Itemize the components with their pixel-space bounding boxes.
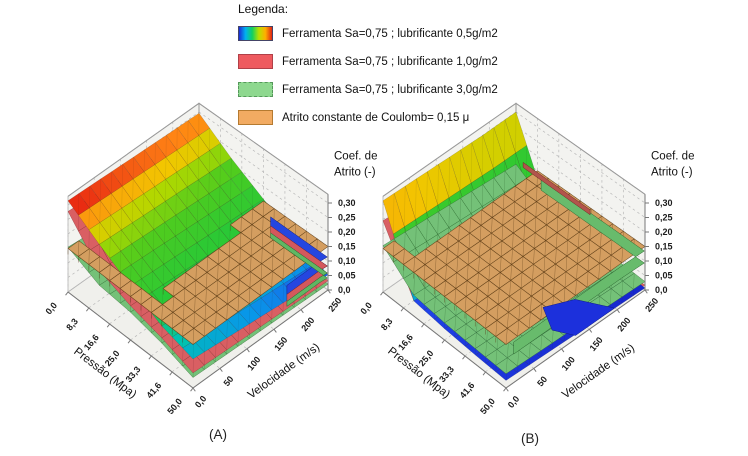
axis-label: 8,3	[379, 316, 395, 332]
axis-label: 0,05	[338, 271, 356, 281]
axis-label: 0,25	[655, 213, 673, 223]
axis-label: 250	[326, 296, 343, 314]
axis-label: Atrito (-)	[334, 166, 376, 178]
axis-label: 50	[221, 374, 235, 388]
axis-label: 0,05	[655, 271, 673, 281]
legend-swatch-rainbow	[238, 26, 273, 41]
axis-label: 0,10	[338, 256, 356, 266]
axis-label: 8,3	[64, 316, 80, 332]
legend-item-label: Ferramenta Sa=0,75 ; lubrificante 0,5g/m…	[282, 27, 498, 40]
plot-a-edge-bands	[270, 216, 328, 307]
axis-label: 0,20	[338, 227, 356, 237]
axis-label: Coef. de	[651, 150, 694, 162]
caption-plot-a: (A)	[209, 427, 227, 442]
axis-label: 50,0	[165, 396, 184, 416]
axis-label: 100	[560, 355, 577, 373]
axis-label: 50,0	[478, 396, 497, 416]
legend: Legenda: Ferramenta Sa=0,75 ; lubrifican…	[238, 2, 498, 138]
legend-item-lubricant-10: Ferramenta Sa=0,75 ; lubrificante 1,0g/m…	[238, 54, 498, 69]
axis-label: 0,0	[193, 394, 209, 410]
axis-label: 250	[643, 296, 660, 314]
axis-label: 0,0	[358, 300, 374, 316]
axis-label: 41,6	[144, 380, 163, 400]
axis-label: 41,6	[458, 380, 477, 400]
axis-label: 0,0	[506, 394, 522, 410]
legend-swatch-green	[238, 82, 273, 97]
axis-label: 200	[615, 315, 632, 333]
axis-label: 150	[272, 335, 289, 353]
axis-label: Velocidade (m/s)	[246, 341, 322, 401]
axis-label: 0,20	[655, 227, 673, 237]
axis-label: 0,25	[338, 213, 356, 223]
legend-swatch-orange	[238, 110, 273, 125]
axis-label: Atrito (-)	[651, 166, 693, 178]
legend-item-label: Ferramenta Sa=0,75 ; lubrificante 1,0g/m…	[282, 55, 498, 68]
axis-label: 100	[245, 354, 262, 372]
legend-item-label: Ferramenta Sa=0,75 ; lubrificante 3,0g/m…	[282, 83, 498, 96]
legend-swatch-red	[238, 54, 273, 69]
axis-label: Velocidade (m/s)	[560, 342, 637, 401]
legend-title: Legenda:	[238, 2, 289, 16]
axis-label: 150	[587, 335, 604, 353]
axis-label: 0,0	[43, 300, 59, 316]
legend-item-lubricant-30: Ferramenta Sa=0,75 ; lubrificante 3,0g/m…	[238, 82, 498, 97]
axis-label: 0,30	[338, 198, 356, 208]
axis-label: 0,0	[655, 285, 668, 295]
legend-item-lubricant-05: Ferramenta Sa=0,75 ; lubrificante 0,5g/m…	[238, 26, 498, 41]
legend-item-label: Atrito constante de Coulomb= 0,15 μ	[282, 111, 470, 124]
caption-plot-b: (B)	[521, 431, 539, 446]
axis-label: Coef. de	[334, 150, 377, 162]
plot-b-edge-bands	[513, 161, 645, 355]
axis-label: 0,0	[338, 285, 351, 295]
axis-label: 200	[299, 315, 316, 333]
axis-label: 0,15	[338, 242, 356, 252]
axis-label: 0,10	[655, 256, 673, 266]
legend-item-coulomb: Atrito constante de Coulomb= 0,15 μ	[238, 110, 498, 125]
axis-label: 50	[535, 374, 549, 388]
axis-label: 0,30	[655, 198, 673, 208]
axis-label: 0,15	[655, 242, 673, 252]
